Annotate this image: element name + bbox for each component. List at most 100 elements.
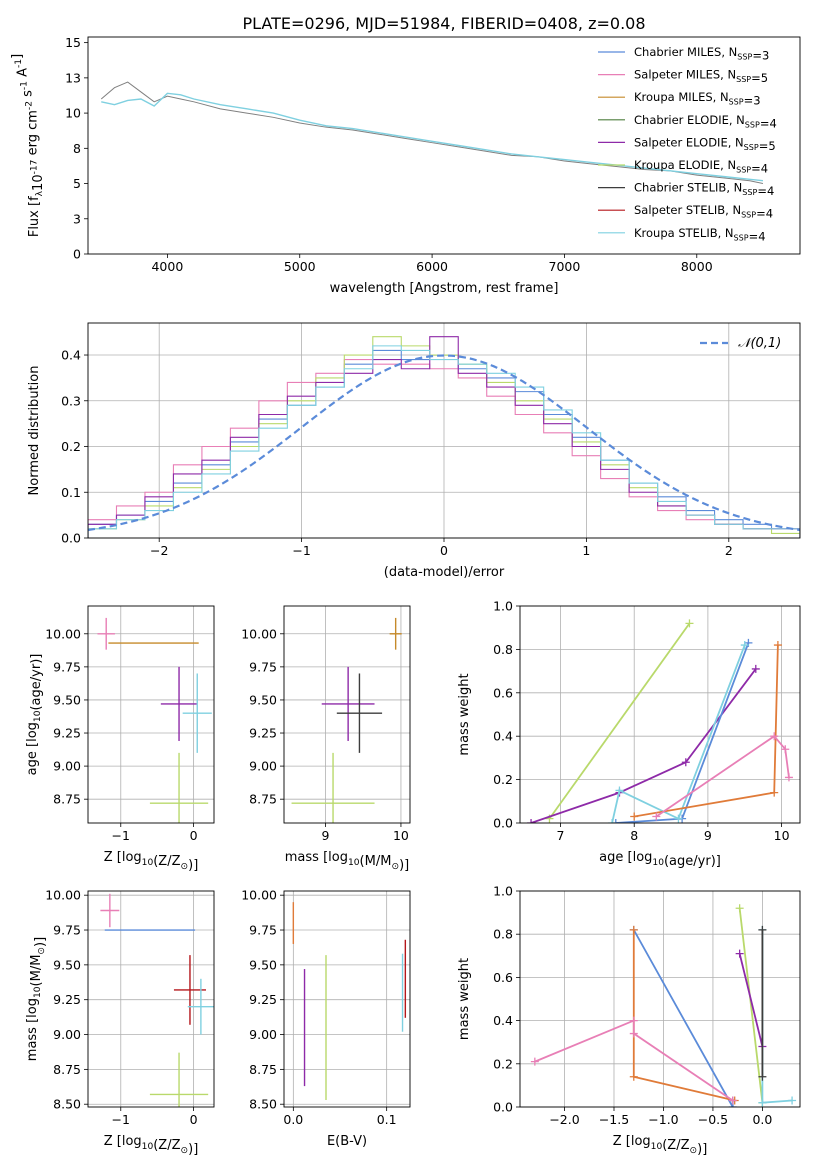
y-tick-label: 15 [65,35,81,50]
legend-label: Salpeter ELODIE, NSSP=5 [634,135,776,152]
axes-frame [87,322,801,539]
y-tick-label: 9.00 [249,1027,277,1042]
x-tick-label: 0.0 [752,1112,772,1127]
x-tick-label: −2.0 [549,1112,579,1127]
plot-area [100,81,764,185]
plot-area [527,619,793,823]
y-tick-label: 0.4 [493,1013,513,1028]
axes-frame [87,605,215,824]
histogram-series [88,345,800,538]
y-tick-label: 9.25 [249,992,277,1007]
axes-frame [87,890,215,1108]
weight-point-marker [781,745,790,754]
x-tick-label: 10 [393,828,409,843]
weight-point-marker [758,1072,767,1081]
y-tick-label: 10.00 [45,626,81,641]
y-tick-label: 9.50 [53,957,81,972]
y-tick-label: 8.75 [53,792,81,807]
y-tick-label: 0.0 [61,531,81,546]
y-tick-label: 10 [65,106,81,121]
axes-frame [283,605,411,824]
legend-label: Salpeter STELIB, NSSP=4 [634,203,773,220]
y-tick-label: 1.0 [493,884,513,899]
x-tick-label: −1 [292,543,310,558]
chart-massweight_vs_Z: −2.0 −1.5 −1.0 −0.5 0.0 0.0 0.2 0.4 0.6 0.8 1.0 Z [… [457,884,801,1157]
x-tick-label: 10 [774,828,790,843]
y-tick-label: 9.75 [53,923,81,938]
x-axis-label: Z [log10(Z/Z⊙)] [613,1134,708,1157]
weight-point-marker [685,619,694,628]
y-tick-label: 0.3 [61,393,81,408]
chart-residuals: −2 −1 0 1 2 0.0 0.1 0.2 0.3 0.4 (data-model)/error… [27,322,801,580]
x-tick-label: 2 [725,543,733,558]
weight-point-marker [611,819,620,823]
y-tick-label: 9.50 [53,692,81,707]
weight-point-marker [770,732,779,741]
y-tick-label: 0.1 [61,485,81,500]
weight-series-line [530,668,757,823]
weight-series-line [761,929,793,1104]
x-tick-label: 9 [322,828,330,843]
x-tick-label: −1.5 [599,1112,629,1127]
x-tick-label: 1 [582,543,590,558]
weight-point-marker [527,819,536,823]
y-axis-label: Normed distribution [27,366,42,496]
y-axis-label: Flux [fλ10-17 erg cm-2 s-1 A-1] [10,54,46,237]
y-tick-label: 0.6 [493,685,513,700]
y-tick-label: 9.00 [249,759,277,774]
y-tick-label: 0.2 [493,1056,513,1071]
y-tick-label: 13 [65,70,81,85]
weight-point-marker [788,1096,797,1105]
weight-point-marker [740,641,749,650]
weight-point-marker [681,758,690,767]
weight-series-line [611,644,746,823]
y-tick-label: 8.50 [53,1097,81,1112]
legend-label: Kroupa MILES, NSSP=3 [634,90,761,107]
y-tick-label: 5 [73,176,81,191]
gaussian-curve [88,354,800,532]
spectrum-series-line [101,92,764,182]
weight-point-marker [784,773,793,782]
y-tick-label: 0.8 [493,642,513,657]
x-axis-label: Z [log10(Z/Z⊙)] [104,850,199,873]
x-axis-label: Z [log10(Z/Z⊙)] [104,1134,199,1157]
y-tick-label: 9.25 [53,992,81,1007]
y-tick-label: 0.0 [493,816,513,831]
y-tick-label: 10.00 [45,888,81,903]
y-tick-label: 1.0 [493,599,513,614]
x-axis-label: wavelength [Angstrom, rest frame] [330,281,559,296]
y-tick-label: 0 [73,247,81,262]
plot-area [530,904,797,1107]
weight-point-marker [630,812,639,821]
y-tick-label: 3 [73,211,81,226]
chart-spectrum: 4000 5000 6000 7000 8000 0 3 5 8 10 13 15 wavelength… [10,35,801,296]
weight-point-marker [758,925,767,934]
weight-point-marker [652,812,661,821]
legend: Chabrier MILES, NSSP=3 Salpeter MILES, NS… [598,45,777,243]
x-tick-label: 0.0 [283,1112,303,1127]
y-tick-label: 0.2 [493,772,513,787]
plot-area [100,893,214,1107]
weight-point-marker [770,788,779,797]
legend-label: Chabrier MILES, NSSP=3 [634,45,769,62]
x-tick-label: 7 [557,828,565,843]
y-tick-label: 0.6 [493,970,513,985]
weight-point-marker [629,925,638,934]
weight-point-marker [735,949,744,958]
x-tick-label: −2 [150,543,168,558]
y-tick-label: 9.50 [249,692,277,707]
y-tick-label: 8 [73,141,81,156]
x-tick-label: −0.5 [698,1112,728,1127]
x-tick-label: 6000 [416,259,448,274]
weight-point-marker [615,786,624,795]
y-tick-label: 8.75 [249,1062,277,1077]
chart-massweight_vs_age: 7 8 9 10 0.0 0.2 0.4 0.6 0.8 1.0 age [log10(age/yr… [457,599,801,869]
weight-point-marker [735,904,744,913]
weight-series-line [548,622,691,820]
figure-title: PLATE=0296, MJD=51984, FIBERID=0408, z=0… [242,14,645,33]
y-axis-label: mass weight [457,958,472,1040]
axes-frame [519,605,801,824]
y-axis-label: mass [log10(M/M⊙)] [25,937,48,1061]
histogram-series [88,336,800,538]
y-tick-label: 0.4 [493,729,513,744]
